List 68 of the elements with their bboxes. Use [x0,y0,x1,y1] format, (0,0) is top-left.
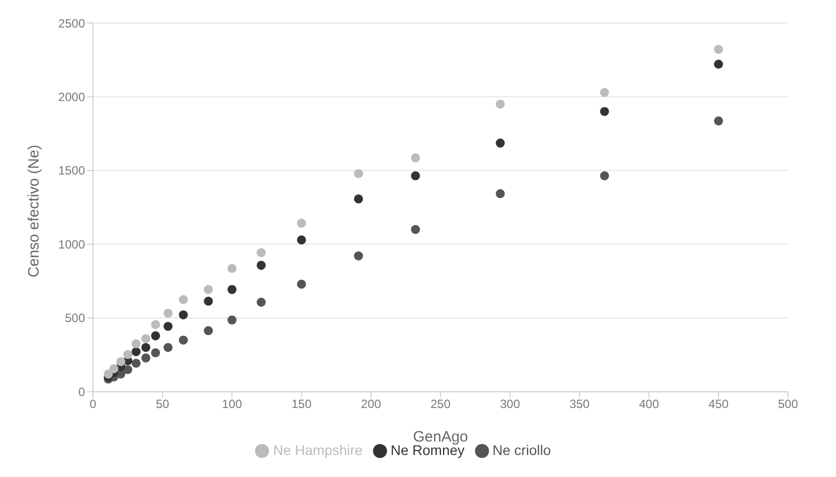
point [410,171,420,180]
point [227,316,237,325]
point [151,320,160,330]
x-tick-label: 400 [638,397,660,412]
point [132,339,141,348]
point [354,251,364,260]
x-axis-title: GenAgo [412,428,468,446]
x-tick-label: 100 [222,397,242,412]
point [296,218,306,228]
x-tick-label: 150 [291,397,312,412]
point [256,248,266,258]
y-tick-label: 1000 [58,237,86,252]
y-tick-label: 2500 [58,16,86,30]
point [410,153,420,162]
x-tick-label: 250 [430,397,451,412]
point [141,334,150,344]
point [109,364,118,374]
point [256,260,266,270]
point [141,353,150,362]
point [296,280,306,289]
point [164,322,173,331]
point [164,342,173,352]
point [123,350,132,360]
point [227,264,237,273]
x-tick-label: 0 [90,397,97,412]
point [714,60,724,69]
point [496,138,505,148]
point [116,357,126,366]
point [256,298,266,307]
point [178,295,188,304]
point [600,171,610,180]
x-tick-label: 200 [360,397,382,412]
point [496,100,505,109]
point [204,326,213,336]
legend-label: Ne Hampshire [273,442,363,458]
point [600,106,610,116]
point [178,336,188,345]
x-tick-label: 450 [708,397,729,412]
point [132,347,141,356]
y-tick-label: 2000 [58,90,86,104]
x-tick-label: 500 [778,397,798,412]
point [410,224,420,234]
point [204,284,213,294]
point [354,194,364,204]
point [141,342,150,352]
point [600,88,610,97]
point [714,44,724,54]
point [151,331,160,340]
point [164,308,173,318]
point [296,235,306,244]
x-tick-label: 300 [500,397,520,412]
point [204,296,213,306]
legend-label: Ne criollo [492,442,551,458]
point [104,370,113,379]
x-tick-label: 50 [156,397,170,412]
y-axis-title: Censo efectivo (Ne) [25,144,42,278]
point [132,358,141,368]
point [227,284,237,294]
y-tick-label: 500 [64,311,86,326]
point [123,365,132,374]
point [354,169,364,178]
point [151,348,160,358]
point [496,189,505,198]
x-tick-label: 350 [569,397,590,412]
y-tick-label: 1500 [58,164,86,178]
point [714,116,724,126]
point [178,310,188,320]
y-tick-label: 0 [78,384,86,399]
